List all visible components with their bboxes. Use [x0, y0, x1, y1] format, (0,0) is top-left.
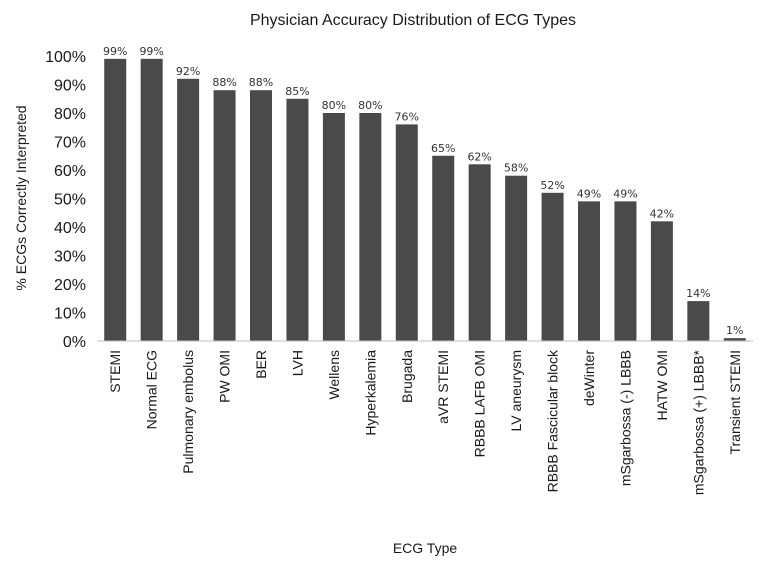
- y-tick-label: 10%: [54, 306, 86, 323]
- bar: [432, 155, 455, 341]
- data-label: 62%: [467, 150, 491, 163]
- bar: [505, 175, 528, 341]
- bar: [614, 201, 637, 341]
- data-label: 65%: [431, 142, 455, 155]
- x-tick-label: mSgarbossa (-) LBBB: [617, 350, 633, 486]
- x-tick-label: RBBB LAFB OMI: [472, 350, 488, 457]
- bar: [322, 113, 345, 341]
- x-tick-label: mSgarbossa (+) LBBB*: [690, 349, 706, 495]
- y-axis-ticks: 0% 10% 20% 30% 40% 50% 60% 70% 80% 90% 100%: [45, 49, 86, 351]
- data-label: 76%: [395, 110, 419, 123]
- x-tick-label: PW OMI: [217, 350, 233, 403]
- data-label: 88%: [249, 76, 273, 89]
- y-tick-label: 50%: [54, 192, 86, 209]
- y-tick-label: 60%: [54, 163, 86, 180]
- data-label: 49%: [613, 187, 637, 200]
- data-label: 42%: [650, 207, 674, 220]
- bar: [723, 338, 746, 341]
- x-tick-label: HATW OMI: [654, 350, 670, 421]
- data-label: 92%: [176, 65, 200, 78]
- bar: [177, 78, 200, 342]
- x-tick-label: STEMI: [107, 350, 123, 393]
- y-tick-label: 20%: [54, 277, 86, 294]
- y-tick-label: 80%: [54, 106, 86, 123]
- y-tick-label: 40%: [54, 220, 86, 237]
- x-tick-label: Brugada: [399, 350, 415, 403]
- data-labels: 99% 99% 92% 88% 88% 85% 80% 80% 76% 65% 62% 58% 52% 4…: [103, 45, 744, 337]
- data-label: 99%: [139, 45, 163, 58]
- y-tick-label: 30%: [54, 249, 86, 266]
- x-tick-label: aVR STEMI: [435, 350, 451, 424]
- y-tick-label: 100%: [45, 49, 86, 66]
- x-tick-label: Wellens: [326, 350, 342, 400]
- data-label: 52%: [540, 179, 564, 192]
- bar: [541, 192, 564, 341]
- bar: [650, 221, 673, 341]
- data-label: 99%: [103, 45, 127, 58]
- x-tick-label: LV aneurysm: [508, 350, 524, 431]
- x-axis-ticks: STEMI Normal ECG Pulmonary embolus PW OMI BE…: [107, 349, 743, 495]
- bar: [104, 58, 127, 341]
- chart-title: Physician Accuracy Distribution of ECG T…: [250, 12, 576, 29]
- y-axis-title: % ECGs Correctly Interpreted: [13, 105, 29, 290]
- bar: [140, 58, 163, 341]
- bar: [468, 164, 491, 341]
- x-tick-label: deWinter: [581, 350, 597, 406]
- x-tick-label: LVH: [289, 350, 305, 376]
- x-tick-label: RBBB Fascicular block: [545, 349, 561, 492]
- data-label: 49%: [577, 187, 601, 200]
- data-label: 58%: [504, 162, 528, 175]
- bar: [395, 124, 418, 342]
- x-axis-title: ECG Type: [393, 540, 458, 556]
- data-label: 80%: [358, 99, 382, 112]
- data-label: 1%: [726, 324, 743, 337]
- bar: [359, 113, 382, 341]
- data-label: 85%: [285, 85, 309, 98]
- data-label: 80%: [322, 99, 346, 112]
- bar: [213, 90, 236, 341]
- bar: [250, 90, 272, 341]
- bar: [578, 201, 600, 341]
- x-tick-label: Pulmonary embolus: [180, 350, 196, 474]
- bar: [286, 98, 309, 341]
- data-label: 14%: [686, 287, 710, 300]
- x-tick-label: Normal ECG: [144, 350, 160, 429]
- bars: [104, 58, 746, 342]
- y-tick-label: 90%: [54, 78, 86, 95]
- y-tick-label: 70%: [54, 135, 86, 152]
- y-tick-label: 0%: [63, 334, 86, 351]
- x-tick-label: Hyperkalemia: [362, 350, 378, 436]
- x-tick-label: Transient STEMI: [727, 350, 743, 455]
- data-label: 88%: [212, 76, 236, 89]
- x-tick-label: BER: [253, 350, 269, 379]
- bar: [687, 301, 710, 341]
